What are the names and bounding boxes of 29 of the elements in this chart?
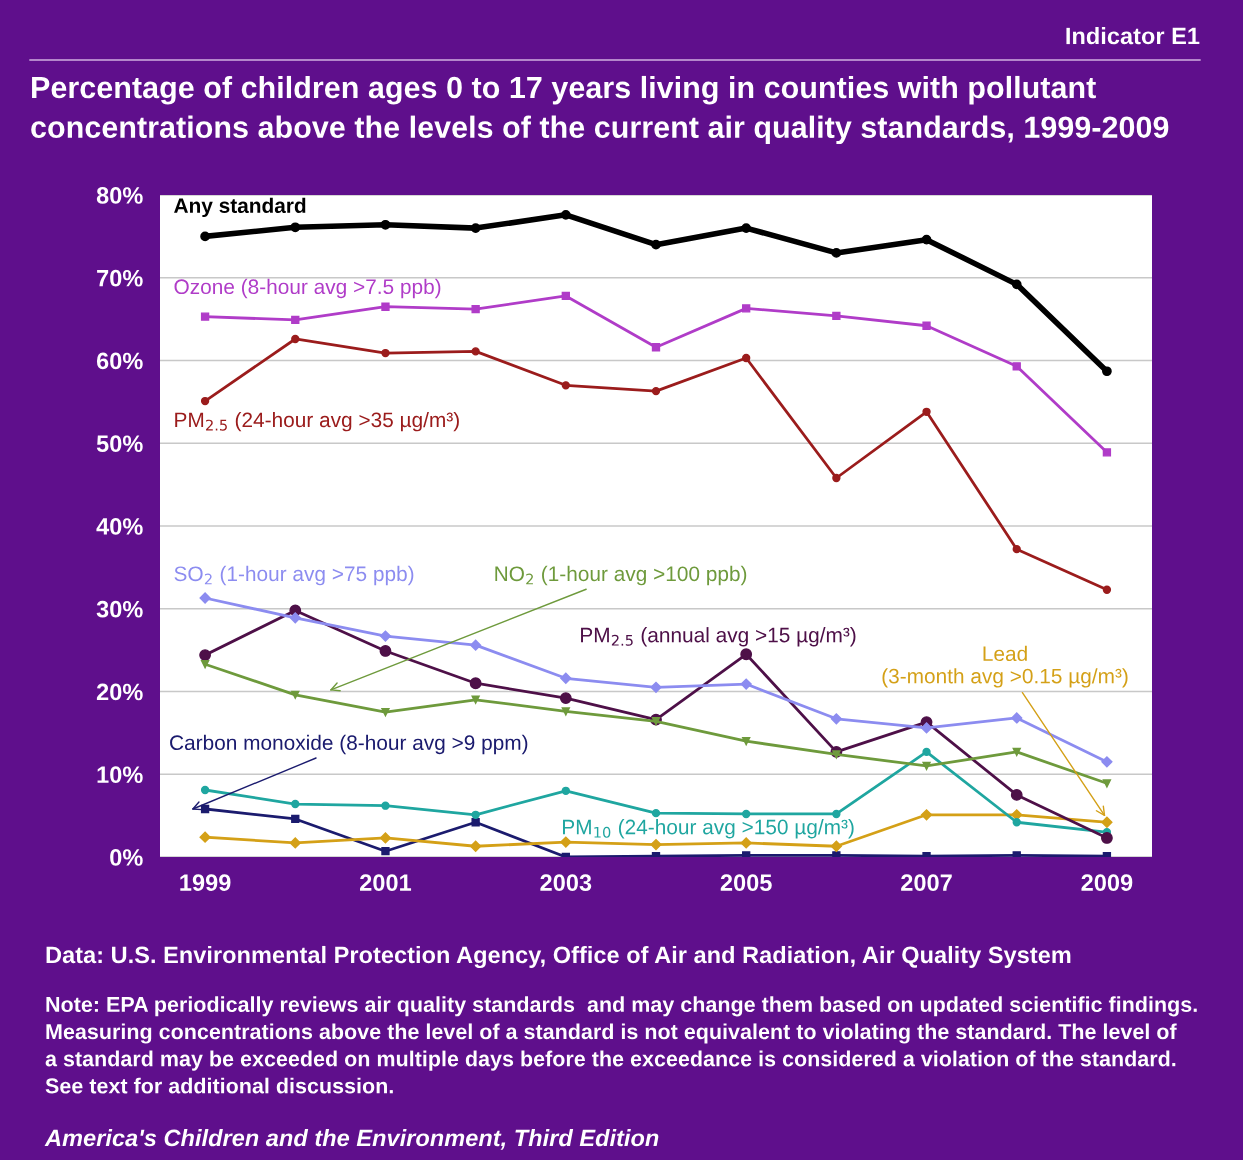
y-tick-label: 50% <box>96 435 143 453</box>
series-label: PM$_{2.5}$ (annual avg >15 µg/m³) <box>581 627 856 647</box>
y-tick-label: 40% <box>96 518 143 535</box>
text: America's Children and the Environment, Third Edition <box>44 1128 659 1150</box>
text: Carbon monoxide (8-hour avg >9 ppm) <box>170 734 528 755</box>
x-tick-label: 2001 <box>360 874 412 892</box>
x-tick-label: 2009 <box>1081 874 1133 892</box>
y-tick-label: 80% <box>96 187 143 204</box>
series-label: PM$_{2.5}$ (24-hour avg >35 µg/m³) <box>175 411 459 432</box>
text: Indicator E1 <box>1066 27 1200 45</box>
chart-title: Percentage of children ages 0 to 17 years living in counties with pollutant concentrations above the levels of the current air quality standards, 1999-2009 <box>31 75 1169 145</box>
text: Lead (3-month avg >0.15 µg/m³) <box>882 645 1128 688</box>
y-tick-label: 0% <box>110 849 143 866</box>
text: Data: U.S. Environmental Protection Agency, Office of Air and Radiation, Air Quality System <box>46 945 1071 969</box>
y-tick-label: 30% <box>96 600 143 618</box>
y-tick-label: 70% <box>97 269 143 287</box>
series-label: Any standard <box>174 197 306 218</box>
x-tick-label: 2003 <box>540 874 592 892</box>
x-tick-label: 2005 <box>720 874 772 892</box>
text: Note: EPA periodically reviews air quality standards and may change them based on updated scientific findings. Measuring concentrations above the level of a standard is not equivalent to violating the standard. The level of a standard may be exceeded on multiple days before the exceedance is considered a violation of the standard. See text for additional discussion. <box>45 996 1197 1094</box>
x-tick-label: 2007 <box>901 874 952 892</box>
x-tick-label: 1999 <box>180 874 231 892</box>
y-tick-label: 10% <box>97 766 143 784</box>
text: NO$_{2}$ (1-hour avg >100 ppb) <box>495 565 747 586</box>
y-tick-label: 20% <box>96 683 143 701</box>
series-label: Ozone (8-hour avg >7.5 ppb) <box>174 278 441 299</box>
series-label: SO$_{2}$ (1-hour avg >75 ppb) <box>174 565 414 586</box>
series-label: PM$_{10}$ (24-hour avg >150 µg/m³) <box>563 819 854 839</box>
y-tick-label: 60% <box>96 352 143 370</box>
